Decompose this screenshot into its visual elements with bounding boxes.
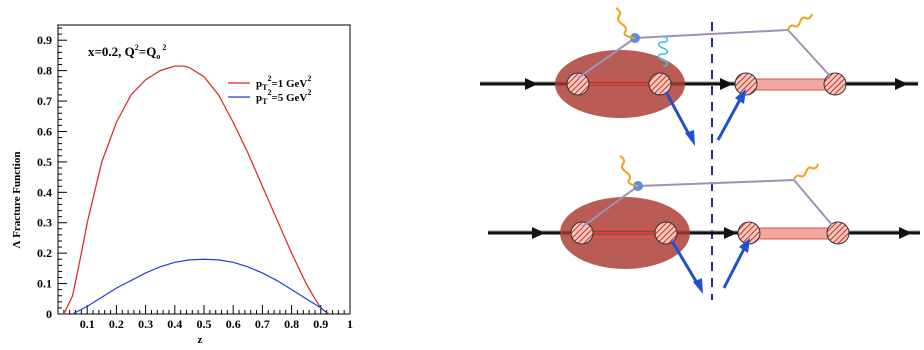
x-tick-label: 0.4 xyxy=(167,317,182,331)
photon-line xyxy=(787,13,813,31)
x-tick-label: 0.3 xyxy=(138,317,153,331)
y-tick-label: 0.3 xyxy=(37,216,52,230)
quark-arrow-icon xyxy=(685,130,695,146)
blob-vertex xyxy=(648,72,672,96)
gray-line-bottom xyxy=(581,185,639,228)
blob-vertex xyxy=(570,221,594,245)
y-axis-title: Λ Fracture Function xyxy=(11,152,23,249)
y-tick-label: 0.5 xyxy=(37,155,52,169)
y-tick-label: 0.2 xyxy=(37,246,52,260)
y-tick-label: 0 xyxy=(46,307,52,321)
gluon-line xyxy=(657,35,669,67)
red-band-right-bottom xyxy=(757,227,839,240)
quark-line-top xyxy=(716,95,744,141)
legend-label-series-1: pT2=1 GeV2 xyxy=(256,74,311,92)
blob-vertex xyxy=(734,72,758,96)
diagram-bottom xyxy=(488,155,920,294)
x-tick-label: 0.8 xyxy=(284,317,299,331)
photon-line xyxy=(793,163,819,181)
blob-vertex xyxy=(566,72,590,96)
x-tick-label: 0.1 xyxy=(80,317,95,331)
y-axis-ticks: 0 0.1 0.2 0.3 0.4 0.5 0.6 0.7 0.8 0.9 xyxy=(37,27,67,321)
legend: pT2=1 GeV2 pT2=5 GeV2 xyxy=(228,74,311,106)
x-tick-label: 0.5 xyxy=(197,317,212,331)
photon-line xyxy=(619,155,639,187)
fracture-function-chart: 00.10.20.30.40.50.60.70.80.9 0.1 0.2 0.3 0.… xyxy=(11,24,353,346)
quark-line-bottom xyxy=(722,244,748,289)
quark-arrow-icon xyxy=(739,238,750,253)
plot-annotation: x=0.2, Q2=Qo2 xyxy=(88,43,166,61)
x-axis-title: z xyxy=(198,334,203,346)
y-tick-label: 0.9 xyxy=(37,33,52,47)
beam-arrow-icon xyxy=(895,78,908,90)
y-tick-label: 0.6 xyxy=(37,124,52,138)
photon-line xyxy=(615,7,636,39)
series-layer xyxy=(63,65,330,315)
beam-arrow-icon xyxy=(525,78,538,90)
gray-line-top xyxy=(577,37,636,79)
x-axis-ticks: 0.1 0.2 0.3 0.4 0.5 0.6 0.7 0.8 0.9 1 xyxy=(63,305,353,331)
series-line-2 xyxy=(72,258,328,315)
x-tick-label: 0.7 xyxy=(255,317,270,331)
blob-vertex xyxy=(826,221,850,245)
legend-label-series-2: pT2=5 GeV2 xyxy=(256,88,311,106)
red-band-right-top xyxy=(754,78,836,91)
blob-vertex xyxy=(823,72,847,96)
gray-line-bottom xyxy=(793,179,833,226)
quark-line-top xyxy=(664,91,694,141)
beam-arrow-icon xyxy=(720,78,733,90)
blob-vertex xyxy=(654,221,678,245)
beam-arrow-icon xyxy=(532,227,545,239)
x-tick-label: 1 xyxy=(347,317,353,331)
quark-arrow-icon xyxy=(693,278,703,294)
x-tick-label: 0.6 xyxy=(226,317,241,331)
quark-line-bottom xyxy=(670,240,702,289)
gray-line-top xyxy=(634,29,789,39)
quark-arrow-icon xyxy=(735,89,746,104)
gray-line-top xyxy=(787,29,831,77)
diagram-top xyxy=(480,7,918,146)
plot-frame xyxy=(57,24,351,315)
beam-arrow-icon xyxy=(899,227,912,239)
gray-line-bottom xyxy=(637,179,795,187)
feynman-diagrams xyxy=(480,7,920,300)
y-tick-label: 0.4 xyxy=(37,185,52,199)
y-tick-label: 0.8 xyxy=(37,64,52,78)
y-tick-label: 0.1 xyxy=(37,277,52,291)
x-tick-label: 0.2 xyxy=(109,317,124,331)
y-tick-label: 0.7 xyxy=(37,94,52,108)
beam-arrow-icon xyxy=(724,227,737,239)
series-line-1 xyxy=(63,65,330,315)
x-tick-label: 0.9 xyxy=(313,317,328,331)
